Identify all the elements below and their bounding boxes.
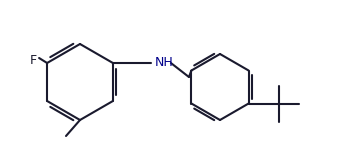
Text: NH: NH (155, 55, 174, 69)
Text: F: F (29, 55, 37, 67)
